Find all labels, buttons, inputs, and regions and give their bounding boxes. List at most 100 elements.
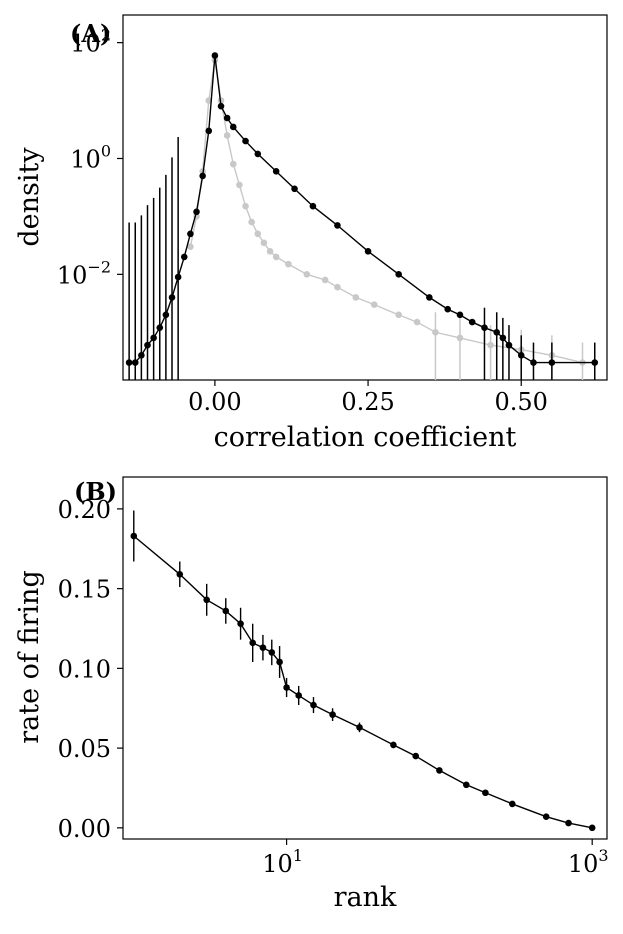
panel-a-black-point xyxy=(499,334,507,342)
panel-a-black-point xyxy=(517,352,525,359)
panel-a-grey-point xyxy=(285,260,292,268)
panel-a-grey-point xyxy=(413,318,421,326)
panel-a-black-point xyxy=(242,137,249,145)
panel-a-grey-point xyxy=(272,253,280,261)
panel-b-point xyxy=(565,819,572,827)
panel-a-grey-point xyxy=(487,341,494,349)
panel-b-point xyxy=(542,813,550,820)
panel-b-yticks: 0.00 0.05 0.10 0.15 0.20 xyxy=(58,496,123,843)
panel-a-black-point xyxy=(205,127,213,135)
panel-b-point xyxy=(268,649,276,656)
panel-b-point xyxy=(390,741,397,749)
panel-b-ytick-label: 0.15 xyxy=(58,576,111,604)
panel-b-point xyxy=(588,824,596,832)
panel-b-ytick-label: 0.20 xyxy=(58,496,111,524)
panel-b-point xyxy=(356,724,363,731)
panel-a-grey-point xyxy=(187,243,194,251)
panel-a-black-point xyxy=(229,123,237,131)
panel-a-grey-point xyxy=(242,202,249,210)
panel-b-point xyxy=(176,570,184,578)
panel-b-xtick-label: 103 xyxy=(568,846,609,878)
panel-b-xtick-label: 101 xyxy=(262,846,303,878)
panel-b-point xyxy=(329,711,336,718)
panel-a-black-point xyxy=(180,253,188,261)
panel-b-point xyxy=(462,781,470,789)
panel-b-label: (B) xyxy=(74,477,117,506)
panel-a-black-point xyxy=(187,230,194,238)
panel-a-grey-point xyxy=(229,160,237,168)
panel-a-black-point xyxy=(138,352,145,359)
panel-a-black-point xyxy=(168,294,176,301)
panel-a-black-point xyxy=(468,318,476,326)
panel-b-point xyxy=(203,596,210,604)
panel-b-xlabel: rank xyxy=(334,882,397,913)
panel-a-black-point xyxy=(456,311,464,319)
panel-a-xticks: 0.00 0.25 0.50 xyxy=(188,380,548,416)
panel-b-point xyxy=(237,620,244,628)
panel-b-point xyxy=(412,752,420,760)
panel-b-point xyxy=(482,789,489,797)
panel-b-point xyxy=(508,800,516,808)
panel-b: (B) 101 103 0.00 0.05 0.10 0.15 0.20 rank rat… xyxy=(14,476,609,913)
panel-a-black-point xyxy=(444,305,452,313)
panel-a-black-point xyxy=(125,359,133,366)
panel-b-point xyxy=(310,701,317,709)
panel-a-ytick-label: 102 xyxy=(70,26,111,58)
panel-a-ytick-label: 100 xyxy=(70,141,111,173)
panel-b-point xyxy=(130,532,138,540)
panel-a-grey-point xyxy=(260,239,268,247)
panel-a-black-point xyxy=(156,324,164,331)
panel-b-ylabel: rate of firing xyxy=(14,570,45,743)
panel-a-grey-line xyxy=(189,59,583,364)
panel-a-black-point xyxy=(395,271,402,278)
panel-a-xlabel: correlation coefficient xyxy=(214,422,517,453)
panel-a-black-point xyxy=(131,359,139,366)
panel-b-point xyxy=(222,607,230,615)
panel-a-black-point xyxy=(162,311,170,319)
panel-a-ylabel: density xyxy=(14,147,45,247)
panel-a-grey-point xyxy=(395,311,402,319)
panel-a-xtick-label: 0.50 xyxy=(495,388,548,416)
panel-b-point xyxy=(436,767,443,774)
panel-a-black-point xyxy=(426,294,433,301)
panel-a-black-point xyxy=(211,52,219,59)
panel-a-black-point xyxy=(254,150,262,158)
panel-a-frame xyxy=(122,14,608,381)
panel-a-black-point xyxy=(493,328,501,336)
panel-a-xtick-label: 0.25 xyxy=(341,388,394,416)
panel-b-ytick-label: 0.10 xyxy=(58,655,111,683)
panel-a-ytick-label: 10−2 xyxy=(57,257,111,289)
panel-a-black-point xyxy=(217,102,225,110)
panel-a-grey-point xyxy=(334,283,341,291)
panel-a-black-point xyxy=(505,341,513,349)
panel-b-point xyxy=(295,692,302,699)
panel-a-series xyxy=(125,52,599,380)
panel-a-xtick-label: 0.00 xyxy=(188,388,241,416)
panel-a-grey-point xyxy=(321,276,329,284)
panel-b-frame xyxy=(122,476,608,840)
panel-a-black-point xyxy=(272,168,280,175)
panel-a-black-point xyxy=(548,359,556,366)
panel-b-point xyxy=(259,644,267,651)
panel-a-black-point xyxy=(144,341,151,349)
panel-b-series xyxy=(130,510,596,832)
panel-a-grey-point xyxy=(254,230,262,238)
panel-a-black-point xyxy=(309,202,317,210)
panel-a-black-point xyxy=(174,273,182,281)
panel-a-grey-point xyxy=(432,328,439,336)
panel-a-black-point xyxy=(291,185,298,193)
panel-b-line xyxy=(133,535,593,829)
panel-a-black-line xyxy=(129,55,595,364)
panel-a-yticks: 102 100 10−2 xyxy=(57,26,123,289)
panel-a-black-point xyxy=(199,172,206,180)
panel-b-xticks: 101 103 xyxy=(262,839,609,878)
panel-a-grey-point xyxy=(266,247,274,255)
panel-a-black-point xyxy=(193,208,200,216)
panel-a-black-point xyxy=(334,222,341,229)
panel-a-black-point xyxy=(364,247,372,255)
panel-a-black-point xyxy=(223,114,231,122)
panel-b-point xyxy=(276,658,283,666)
panel-b-ytick-label: 0.00 xyxy=(58,815,111,843)
panel-a-grey-point xyxy=(223,132,231,139)
